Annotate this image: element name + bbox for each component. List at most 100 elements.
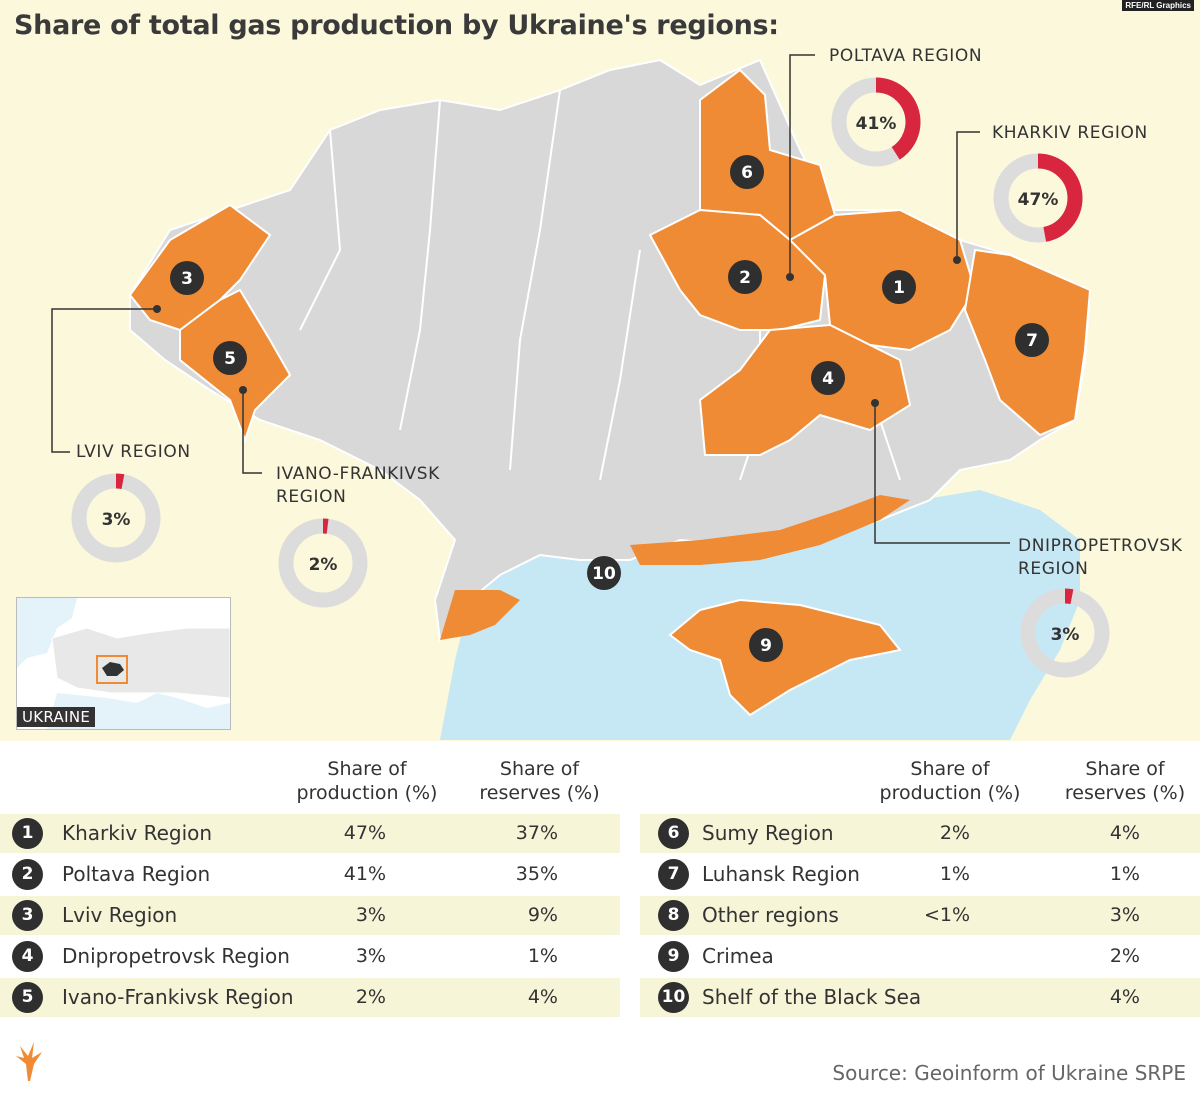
svg-text:10: 10 bbox=[592, 564, 616, 584]
map-marker-6: 6 bbox=[730, 155, 764, 189]
donut-ivano-label: 2% bbox=[309, 555, 338, 575]
row-region-name: Dnipropetrovsk Region bbox=[62, 944, 290, 968]
row-reserves: 1% bbox=[1109, 863, 1140, 885]
table-row bbox=[640, 814, 1200, 853]
donut-kharkiv: 47% bbox=[993, 153, 1083, 243]
right-reserves-header: Share of reserves (%) bbox=[1050, 757, 1200, 805]
svg-text:4: 4 bbox=[822, 369, 834, 389]
row-number-badge: 8 bbox=[658, 900, 689, 931]
lviv-leader bbox=[51, 308, 157, 453]
row-region-name: Shelf of the Black Sea bbox=[702, 985, 922, 1009]
row-region-name: Kharkiv Region bbox=[62, 821, 213, 845]
ivano-callout-label: IVANO-FRANKIVSK REGION bbox=[276, 463, 440, 509]
row-number-badge: 5 bbox=[12, 982, 43, 1013]
internal-borders bbox=[299, 89, 901, 481]
region-south-coast bbox=[630, 495, 910, 565]
donut-ivano: 2% bbox=[278, 518, 368, 608]
inset-europe-map bbox=[17, 598, 230, 729]
poltava-leader bbox=[789, 54, 815, 275]
left-production-header: Share of production (%) bbox=[282, 757, 452, 805]
ivano-callout-line2: REGION bbox=[276, 487, 347, 507]
row-production: 41% bbox=[343, 863, 386, 885]
row-region-name: Lviv Region bbox=[62, 903, 178, 927]
ukraine-map: 41% 47% 3% 2% 3% 1 2 3 4 5 6 7 9 10 bbox=[51, 54, 1110, 740]
row-region-name: Sumy Region bbox=[702, 821, 834, 845]
row-number-badge: 7 bbox=[658, 859, 689, 890]
header-line: Share of bbox=[499, 758, 580, 780]
svg-text:5: 5 bbox=[224, 349, 236, 369]
map-marker-10: 10 bbox=[587, 556, 621, 590]
row-production: 2% bbox=[355, 986, 386, 1008]
row-region-name: Crimea bbox=[702, 944, 774, 968]
donut-lviv-label: 3% bbox=[102, 510, 131, 530]
left-reserves-header: Share of reserves (%) bbox=[462, 757, 617, 805]
donut-poltava-label: 41% bbox=[856, 114, 897, 134]
region-kharkiv bbox=[788, 208, 977, 352]
table-row bbox=[0, 814, 620, 853]
donut-dnipro-label: 3% bbox=[1051, 625, 1080, 645]
kharkiv-leader bbox=[956, 131, 980, 260]
row-production: 3% bbox=[355, 945, 386, 967]
credit-badge: RFE/RL Graphics bbox=[1122, 0, 1194, 11]
row-reserves: 3% bbox=[1109, 904, 1140, 926]
header-line: reserves (%) bbox=[1064, 782, 1186, 804]
row-reserves: 4% bbox=[1109, 822, 1140, 844]
header-line: Share of bbox=[910, 758, 990, 780]
row-production: 1% bbox=[939, 863, 970, 885]
leader-dots bbox=[153, 256, 961, 407]
row-region-name: Other regions bbox=[702, 903, 839, 927]
map-marker-3: 3 bbox=[170, 261, 204, 295]
header-line: production (%) bbox=[296, 782, 438, 804]
map-marker-1: 1 bbox=[882, 270, 916, 304]
row-number-badge: 3 bbox=[12, 900, 43, 931]
row-reserves: 2% bbox=[1109, 945, 1140, 967]
region-odesa-coast bbox=[440, 590, 520, 640]
page-title: Share of total gas production by Ukraine… bbox=[14, 10, 779, 41]
dnipro-callout-label: DNIPROPETROVSK REGION bbox=[1018, 535, 1183, 581]
donut-poltava: 41% bbox=[831, 77, 921, 167]
header-line: Share of bbox=[1085, 758, 1165, 780]
right-production-header: Share of production (%) bbox=[865, 757, 1035, 805]
svg-text:7: 7 bbox=[1026, 331, 1038, 351]
svg-text:6: 6 bbox=[741, 163, 753, 183]
kharkiv-callout-label: KHARKIV REGION bbox=[992, 123, 1148, 143]
map-marker-4: 4 bbox=[811, 361, 845, 395]
dnipro-callout-line2: REGION bbox=[1018, 559, 1089, 579]
lviv-callout-label: LVIV REGION bbox=[76, 442, 191, 462]
svg-text:2: 2 bbox=[739, 268, 751, 288]
region-crimea bbox=[668, 598, 902, 717]
header-line: production (%) bbox=[879, 782, 1021, 804]
dnipro-leader bbox=[874, 403, 1010, 544]
svg-text:1: 1 bbox=[893, 278, 905, 298]
table-row bbox=[0, 978, 620, 1017]
table-row bbox=[640, 896, 1200, 935]
row-reserves: 37% bbox=[515, 822, 558, 844]
row-number-badge: 1 bbox=[12, 818, 43, 849]
rferl-logo-icon bbox=[16, 1042, 42, 1081]
row-production: 47% bbox=[343, 822, 386, 844]
header-line: reserves (%) bbox=[479, 782, 600, 804]
region-dnipropetrovsk bbox=[698, 323, 912, 456]
row-number-badge: 2 bbox=[12, 859, 43, 890]
row-region-name: Luhansk Region bbox=[702, 862, 860, 886]
row-reserves: 35% bbox=[515, 863, 558, 885]
row-number-badge: 6 bbox=[658, 818, 689, 849]
row-reserves: 4% bbox=[527, 986, 558, 1008]
row-reserves: 1% bbox=[527, 945, 558, 967]
map-marker-7: 7 bbox=[1015, 323, 1049, 357]
row-reserves: 9% bbox=[527, 904, 558, 926]
header-line: Share of bbox=[327, 758, 407, 780]
svg-text:9: 9 bbox=[760, 636, 772, 656]
row-region-name: Poltava Region bbox=[62, 862, 211, 886]
poltava-callout-label: POLTAVA REGION bbox=[829, 46, 983, 66]
table-row bbox=[0, 896, 620, 935]
row-production: 3% bbox=[355, 904, 386, 926]
row-production: 2% bbox=[939, 822, 970, 844]
row-region-name: Ivano-Frankivsk Region bbox=[62, 985, 294, 1009]
row-reserves: 4% bbox=[1109, 986, 1140, 1008]
row-number-badge: 9 bbox=[658, 941, 689, 972]
ivano-leader bbox=[242, 390, 262, 474]
map-marker-2: 2 bbox=[728, 260, 762, 294]
svg-text:3: 3 bbox=[181, 269, 193, 289]
source-note: Source: Geoinform of Ukraine SRPE bbox=[832, 1061, 1186, 1085]
